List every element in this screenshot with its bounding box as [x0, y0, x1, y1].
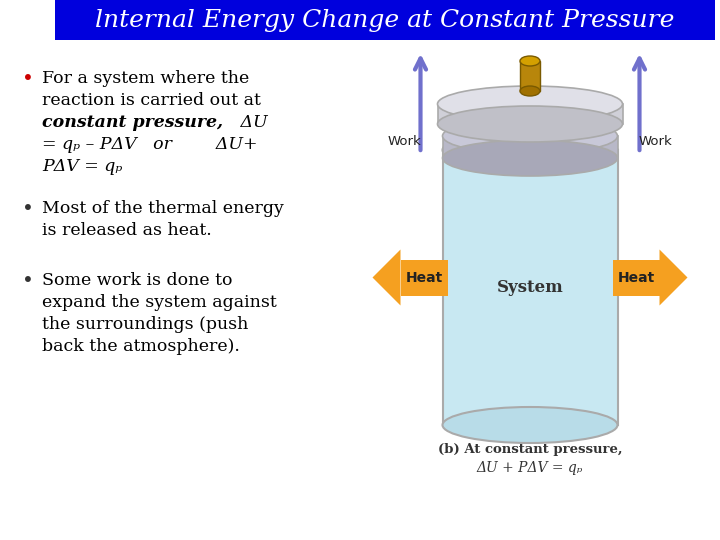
- Text: •: •: [22, 272, 34, 291]
- Text: Work: Work: [639, 135, 672, 148]
- Bar: [443, 136, 618, 158]
- Text: •: •: [22, 70, 34, 89]
- Ellipse shape: [443, 140, 618, 176]
- Text: Some work is done to: Some work is done to: [42, 272, 233, 289]
- Bar: [438, 104, 623, 124]
- Ellipse shape: [438, 86, 623, 122]
- Text: expand the system against: expand the system against: [42, 294, 276, 311]
- Text: •: •: [22, 200, 34, 219]
- Ellipse shape: [443, 407, 618, 443]
- Ellipse shape: [443, 132, 618, 168]
- Text: System: System: [497, 279, 563, 296]
- Ellipse shape: [520, 86, 540, 96]
- Bar: [520, 61, 540, 91]
- Text: Heat: Heat: [617, 271, 654, 285]
- Text: Heat: Heat: [405, 271, 443, 285]
- Bar: [613, 260, 660, 295]
- Text: Work: Work: [387, 135, 421, 148]
- Text: reaction is carried out at: reaction is carried out at: [42, 92, 261, 109]
- Text: constant pressure,: constant pressure,: [42, 114, 223, 131]
- Ellipse shape: [443, 118, 618, 154]
- Text: back the atmosphere).: back the atmosphere).: [42, 338, 240, 355]
- Bar: [55, 0, 715, 40]
- Polygon shape: [372, 249, 400, 306]
- Text: ΔU: ΔU: [202, 114, 268, 131]
- Text: PΔV = qₚ: PΔV = qₚ: [42, 158, 122, 175]
- Polygon shape: [660, 249, 688, 306]
- Ellipse shape: [520, 56, 540, 66]
- Text: For a system where the: For a system where the: [42, 70, 249, 87]
- Text: ΔU + PΔV = qₚ: ΔU + PΔV = qₚ: [477, 461, 583, 475]
- Bar: [443, 150, 618, 425]
- Text: the surroundings (push: the surroundings (push: [42, 316, 248, 333]
- Text: (b) At constant pressure,: (b) At constant pressure,: [438, 443, 622, 456]
- Ellipse shape: [438, 106, 623, 142]
- Text: lnternal Energy Change at Constant Pressure: lnternal Energy Change at Constant Press…: [95, 9, 675, 31]
- Text: Most of the thermal energy: Most of the thermal energy: [42, 200, 284, 217]
- Text: = qₚ – PΔV   or        ΔU+: = qₚ – PΔV or ΔU+: [42, 136, 258, 153]
- Text: is released as heat.: is released as heat.: [42, 222, 212, 239]
- Bar: [400, 260, 448, 295]
